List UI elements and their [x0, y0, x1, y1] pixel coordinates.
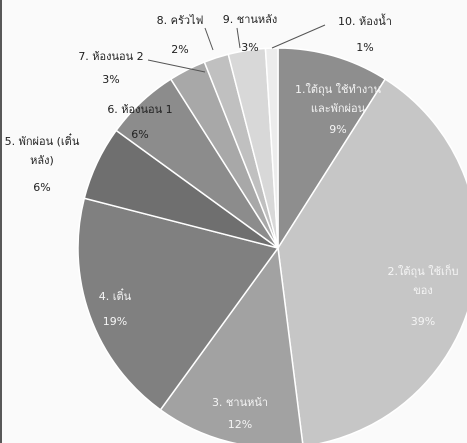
- slice-label: 10. ห้องน้ำ: [338, 13, 392, 28]
- leader-line: [147, 59, 206, 73]
- leader-line: [204, 27, 214, 51]
- leader-line: [271, 24, 326, 49]
- slice-label: 1.ใต้ถุน ใช้ทำงาน: [295, 83, 381, 96]
- value-label: 12%: [228, 418, 252, 431]
- pie-slice: [159, 246, 304, 443]
- pie-slice: [77, 197, 280, 411]
- slice-label: 3. ชานหน้า: [212, 396, 268, 409]
- slice-label: และพักผ่อน: [311, 102, 366, 115]
- value-label: 2%: [171, 43, 188, 56]
- pie-slice: [277, 47, 387, 251]
- slice-label: 4. เติ๋น: [99, 287, 132, 303]
- pie-slice: [264, 47, 279, 249]
- slice-label: 6. ห้องนอน 1: [107, 103, 172, 116]
- value-label: 1%: [356, 41, 373, 54]
- value-label: 6%: [131, 128, 148, 141]
- leader-line: [236, 27, 241, 49]
- slice-label: ของ: [413, 284, 433, 297]
- slice-label: 2.ใต้ถุน ใช้เก็บ: [388, 264, 459, 278]
- value-label: 9%: [329, 123, 346, 136]
- value-label: 3%: [241, 41, 258, 54]
- slice-label: 8. ครัวไฟ: [157, 14, 204, 27]
- value-label: 6%: [33, 181, 50, 194]
- pie: [77, 47, 467, 443]
- value-label: 39%: [411, 315, 435, 328]
- slice-label: 7. ห้องนอน 2: [78, 50, 143, 63]
- slice-label: 9. ชานหลัง: [223, 13, 278, 26]
- value-label: 3%: [102, 73, 119, 86]
- pie-slice: [277, 78, 467, 443]
- value-label: 19%: [103, 315, 127, 328]
- slice-label: 5. พักผ่อน (เติ๋น: [5, 132, 80, 148]
- slice-label: หลัง): [30, 154, 54, 167]
